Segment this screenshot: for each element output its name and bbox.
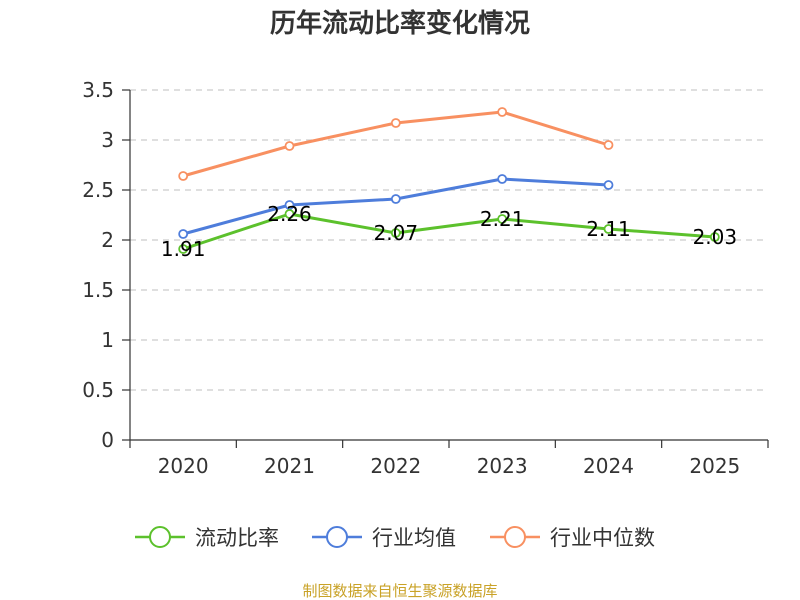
y-tick-label: 1 — [101, 328, 114, 352]
x-tick-label: 2021 — [264, 454, 315, 478]
x-tick-label: 2020 — [158, 454, 209, 478]
legend[interactable]: 流动比率 行业均值 行业中位数 — [135, 526, 655, 550]
data-point[interactable] — [178, 171, 189, 181]
series-line-0 — [182, 212, 715, 251]
data-label: 2.11 — [586, 217, 631, 241]
data-labels: 1.91 2.26 2.07 2.21 2.11 2.03 — [161, 202, 737, 261]
x-tick-label: 2025 — [689, 454, 740, 478]
x-tick-label: 2023 — [477, 454, 528, 478]
source-note: 制图数据来自恒生聚源数据库 — [302, 582, 497, 600]
y-tick-label: 2.5 — [82, 178, 114, 202]
data-point[interactable] — [390, 228, 401, 238]
data-point[interactable] — [603, 224, 614, 234]
legend-item[interactable]: 行业均值 — [312, 526, 456, 550]
y-tick-label: 2 — [101, 228, 114, 252]
legend-marker — [149, 526, 171, 548]
data-point[interactable] — [390, 118, 401, 128]
legend-label: 流动比率 — [195, 526, 279, 550]
data-point[interactable] — [284, 209, 295, 219]
data-label: 2.07 — [374, 221, 419, 245]
data-label: 2.26 — [267, 202, 312, 226]
chart-title: 历年流动比率变化情况 — [270, 8, 530, 39]
data-point[interactable] — [709, 232, 720, 242]
data-point[interactable] — [603, 180, 614, 190]
data-point[interactable] — [178, 229, 189, 239]
legend-item[interactable]: 行业中位数 — [490, 526, 655, 550]
data-point[interactable] — [497, 214, 508, 224]
legend-label: 行业中位数 — [550, 526, 655, 550]
y-tick-label: 1.5 — [82, 278, 114, 302]
data-point[interactable] — [284, 141, 295, 151]
y-tick-label: 3 — [101, 128, 114, 152]
legend-marker — [326, 526, 348, 548]
y-tick-label: 0.5 — [82, 378, 114, 402]
legend-label: 行业均值 — [372, 526, 456, 550]
data-label: 2.21 — [480, 207, 525, 231]
data-point[interactable] — [390, 194, 401, 204]
data-label: 1.91 — [161, 237, 206, 261]
data-point[interactable] — [497, 174, 508, 184]
y-tick-label: 3.5 — [82, 78, 114, 102]
legend-marker — [504, 526, 526, 548]
series-layer — [178, 107, 720, 254]
x-tick-label: 2024 — [583, 454, 634, 478]
data-point[interactable] — [603, 140, 614, 150]
legend-item[interactable]: 流动比率 — [135, 526, 279, 550]
data-point[interactable] — [497, 107, 508, 117]
y-tick-label: 0 — [101, 428, 114, 452]
data-label: 2.03 — [693, 225, 738, 249]
x-tick-label: 2022 — [370, 454, 421, 478]
grid — [130, 89, 768, 391]
data-point[interactable] — [178, 244, 189, 254]
axes: 0 0.5 1 1.5 2 2.5 3 3.5 2020 2021 2022 2023 2024 2025 — [82, 78, 769, 478]
data-point[interactable] — [284, 200, 295, 210]
